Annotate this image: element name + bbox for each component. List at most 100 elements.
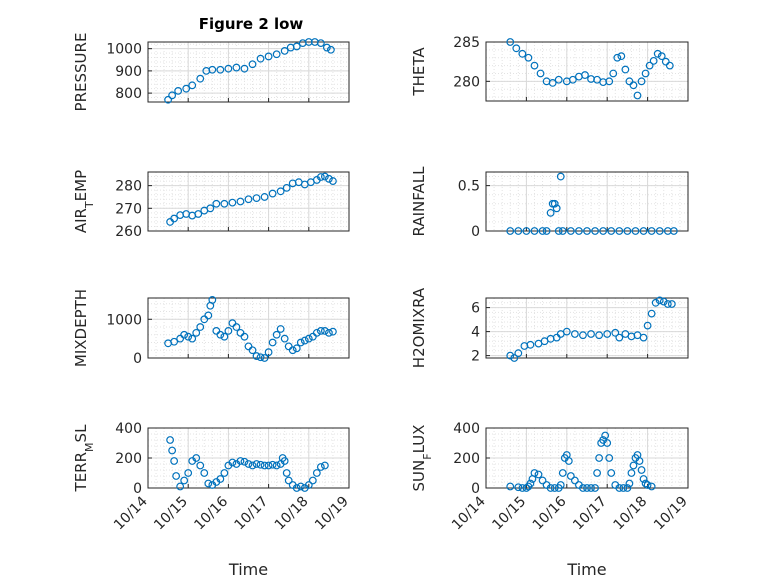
data-point: [325, 174, 333, 183]
data-point: [599, 227, 608, 235]
data-point: [558, 227, 567, 235]
y-axis-label: PRESSURE: [72, 33, 90, 112]
data-point: [647, 482, 656, 491]
plot-area: [148, 172, 349, 231]
data-point: [200, 315, 209, 324]
y-axis-label: THETA: [410, 47, 428, 97]
data-point: [252, 194, 261, 202]
y-axis-label: AIRTEMP: [72, 170, 96, 233]
data-point: [566, 227, 575, 235]
data-point: [244, 195, 253, 204]
data-point: [268, 460, 277, 469]
data-point: [176, 482, 185, 491]
data-point: [232, 63, 241, 72]
data-point: [651, 298, 660, 307]
data-point: [180, 330, 189, 339]
y-tick-label: 0: [133, 481, 142, 497]
data-point: [228, 198, 237, 207]
data-point: [276, 187, 285, 196]
data-point: [623, 227, 632, 235]
y-tick-label: 1000: [106, 42, 142, 58]
data-point: [296, 482, 305, 491]
y-tick-label: 800: [115, 86, 142, 102]
data-point: [329, 177, 337, 185]
y-tick-label: 0.5: [458, 179, 480, 195]
data-point: [236, 197, 245, 206]
y-tick-label: 6: [471, 301, 480, 317]
data-point: [546, 484, 555, 492]
y-axis-label: TERRMSL: [72, 424, 96, 493]
data-point: [530, 469, 539, 477]
data-point: [562, 327, 571, 336]
data-point: [605, 454, 614, 462]
subplot-theta: 280 285 THETA: [410, 35, 689, 102]
data-point: [327, 45, 335, 54]
data-point: [579, 331, 587, 340]
data-point: [661, 57, 670, 66]
data-point: [256, 353, 265, 362]
data-point: [268, 189, 277, 198]
plot-area: [486, 172, 688, 231]
data-point: [550, 199, 559, 208]
data-point: [208, 65, 217, 74]
data-point: [647, 309, 656, 318]
data-point: [587, 484, 595, 492]
data-point: [248, 461, 257, 470]
data-point: [558, 469, 567, 477]
data-point: [320, 172, 329, 181]
data-point: [172, 472, 181, 480]
data-point: [603, 439, 612, 447]
data-point: [166, 436, 175, 444]
data-point: [637, 466, 646, 474]
subplot-air_temp: 260 270 280 AIRTEMP: [72, 170, 350, 240]
data-point: [228, 458, 237, 467]
plot-area: [486, 298, 688, 358]
data-point: [655, 227, 664, 235]
data-point: [595, 331, 604, 340]
data-point: [538, 476, 547, 485]
data-point: [244, 342, 253, 351]
data-point: [526, 479, 535, 488]
data-point: [665, 61, 674, 70]
y-tick-label: 4: [471, 325, 480, 341]
data-point: [224, 64, 233, 73]
data-point: [325, 328, 333, 337]
data-point: [192, 328, 201, 337]
data-point: [276, 325, 285, 333]
data-point: [583, 484, 591, 492]
data-point: [548, 79, 557, 87]
data-point: [615, 484, 624, 492]
data-point: [196, 461, 205, 470]
x-tick-label: 10/18: [611, 494, 651, 534]
data-point: [196, 74, 205, 83]
data-point: [264, 52, 273, 61]
data-point: [570, 330, 579, 338]
data-point: [272, 330, 281, 339]
data-point: [575, 227, 583, 235]
data-point: [316, 173, 325, 181]
x-axis-label: Time: [228, 560, 268, 579]
data-point: [288, 346, 297, 355]
data-point: [623, 484, 632, 492]
data-point: [669, 227, 678, 235]
data-point: [206, 204, 215, 213]
data-point: [546, 208, 555, 217]
x-tick-label: 10/19: [651, 494, 691, 534]
data-point: [216, 330, 225, 339]
data-point: [653, 49, 662, 58]
data-point: [196, 323, 205, 331]
data-point: [236, 328, 245, 337]
data-point: [522, 227, 531, 235]
data-point: [284, 342, 293, 351]
data-point: [316, 39, 325, 48]
data-point: [655, 296, 664, 305]
data-point: [256, 460, 265, 469]
data-point: [216, 475, 225, 483]
data-point: [570, 476, 579, 485]
axes-box: [147, 171, 350, 232]
data-point: [556, 172, 565, 181]
data-point: [188, 81, 197, 90]
data-point: [552, 204, 561, 213]
data-point: [240, 457, 249, 466]
data-point: [312, 328, 321, 337]
